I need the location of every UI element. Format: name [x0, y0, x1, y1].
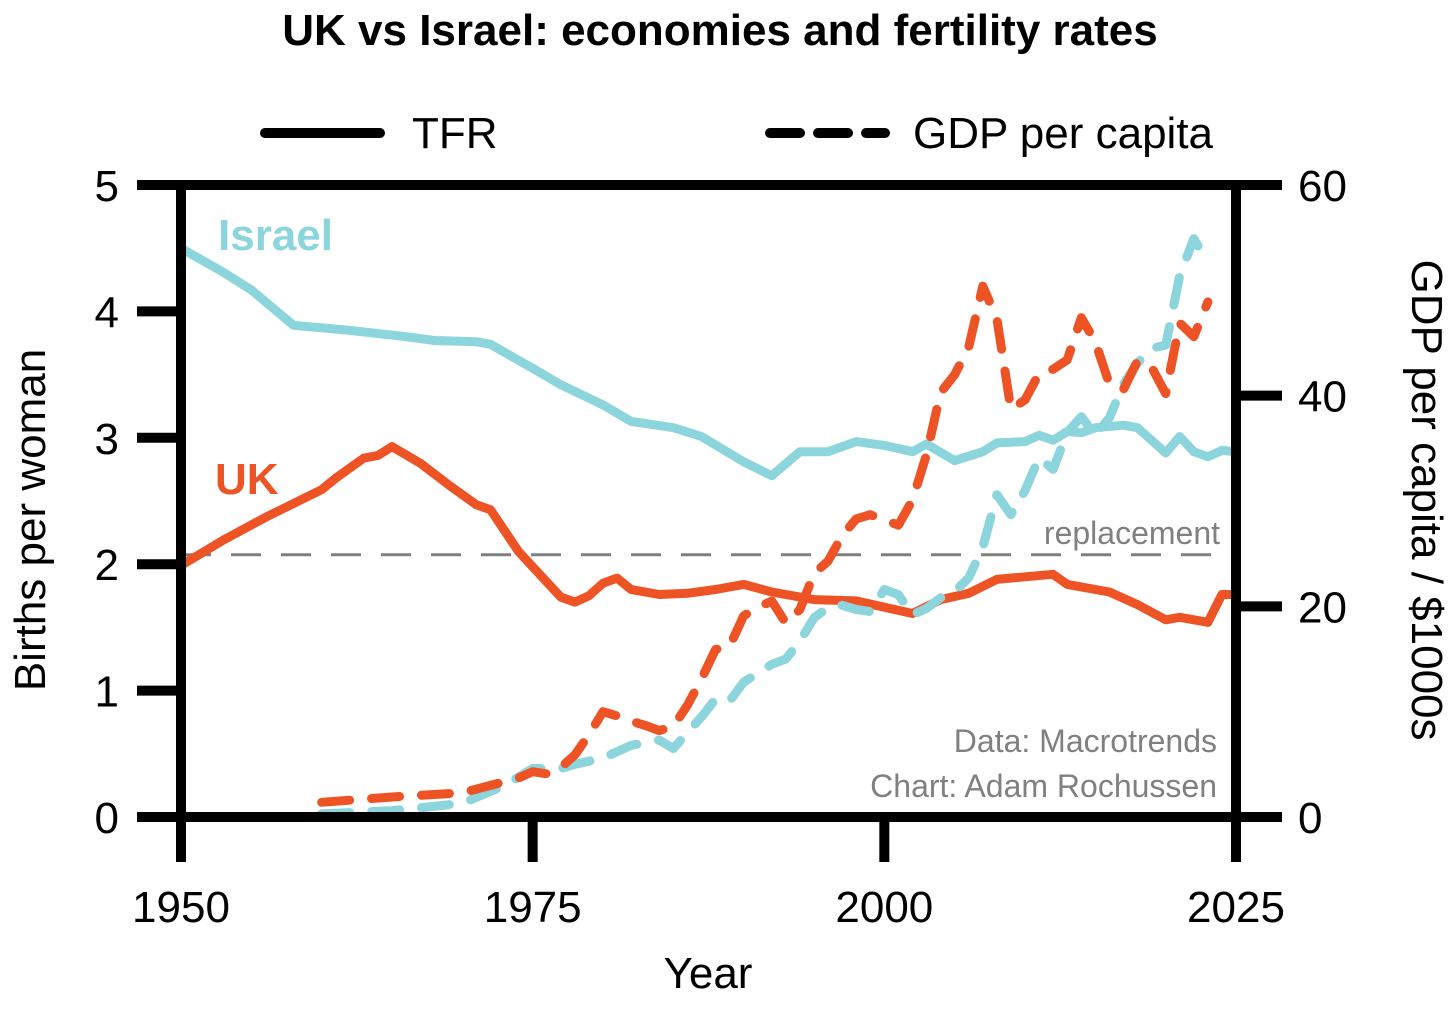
axes: 1950 1975 2000 2025 0 1 2 3 4 5 0 20 40 60: [95, 162, 1347, 932]
legend-tfr-label: TFR: [412, 109, 498, 158]
y-tick-label: 4: [95, 288, 119, 337]
credit-chart: Chart: Adam Rochussen: [870, 768, 1217, 804]
credit-data: Data: Macrotrends: [954, 723, 1217, 759]
y2-tick-label: 40: [1298, 373, 1347, 422]
y-axis-label: Births per woman: [6, 349, 55, 691]
legend-gdp-label: GDP per capita: [913, 109, 1214, 158]
x-tick-label: 2025: [1187, 883, 1285, 932]
x-tick-label: 2000: [835, 883, 933, 932]
series-line-uk-gdp: [317, 281, 1213, 807]
series-label-israel: Israel: [218, 211, 333, 260]
legend: TFR GDP per capita: [260, 109, 1214, 158]
y-tick-label: 1: [95, 668, 119, 717]
series-label-uk: UK: [215, 455, 279, 504]
y-tick-label: 3: [95, 415, 119, 464]
series-line-uk-tfr: [176, 442, 1241, 627]
y-tick-label: 0: [95, 794, 119, 843]
x-tick-label: 1950: [132, 883, 230, 932]
series-lines: [176, 234, 1241, 819]
series-line-israel-tfr: [176, 243, 1241, 481]
chart-title: UK vs Israel: economies and fertility ra…: [282, 6, 1157, 55]
replacement-label: replacement: [1044, 515, 1220, 551]
x-tick-label: 1975: [484, 883, 582, 932]
series-line-israel-gdp: [317, 234, 1213, 819]
y2-tick-label: 0: [1298, 794, 1322, 843]
y-tick-label: 2: [95, 541, 119, 590]
y-tick-label: 5: [95, 162, 119, 211]
y2-axis-label: GDP per capita / $1000s: [1402, 259, 1451, 740]
y2-tick-label: 20: [1298, 583, 1347, 632]
plot-frame: [176, 180, 1241, 822]
y2-tick-label: 60: [1298, 162, 1347, 211]
x-axis-label: Year: [664, 949, 753, 998]
